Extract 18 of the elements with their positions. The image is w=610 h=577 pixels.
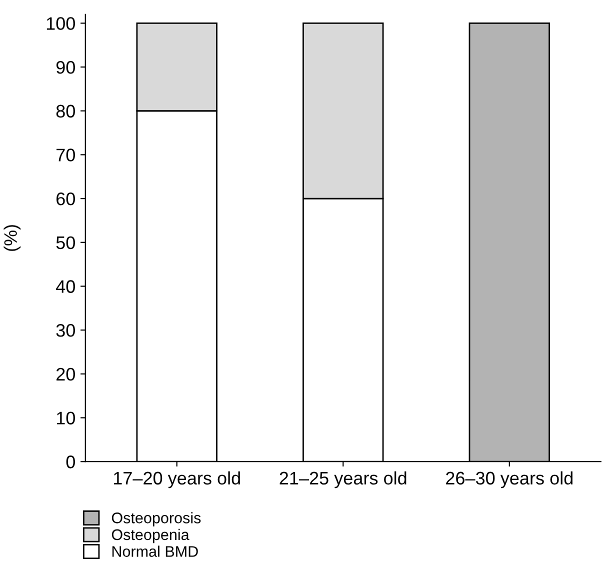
y-tick-label: 90 xyxy=(56,60,75,74)
x-tick-label: 26–30 years old xyxy=(446,471,572,488)
y-tick-label: 100 xyxy=(46,17,75,30)
x-tick-label: 17–20 years old xyxy=(114,471,240,488)
y-tick-label: 30 xyxy=(56,324,75,337)
y-tick-label: 0 xyxy=(66,456,75,468)
legend-label: Osteopenia xyxy=(112,528,190,544)
y-tick-label: 40 xyxy=(56,280,75,293)
legend-label: Normal BMD xyxy=(112,546,198,557)
y-tick-label: 20 xyxy=(56,368,75,381)
x-tick-label: 21–25 years old xyxy=(280,471,406,488)
y-tick-label: 80 xyxy=(56,104,75,118)
y-axis-title: (%) xyxy=(4,225,21,251)
legend-label: Osteoporosis xyxy=(112,512,201,526)
y-tick-label: 10 xyxy=(56,412,75,424)
y-tick-label: 70 xyxy=(56,148,75,162)
y-tick-label: 50 xyxy=(56,236,75,250)
y-tick-label: 60 xyxy=(56,192,75,206)
